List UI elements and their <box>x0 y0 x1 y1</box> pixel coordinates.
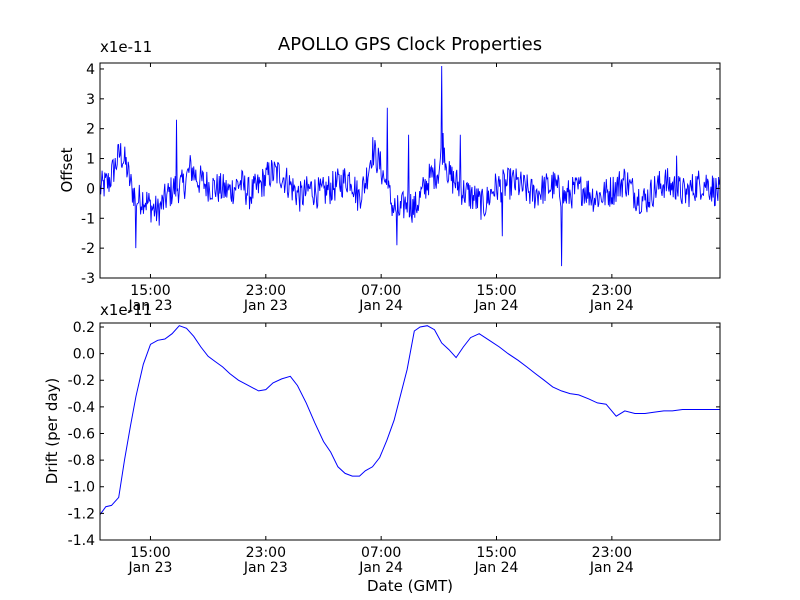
drift-ytick-label: -1.4 <box>68 533 95 549</box>
drift-y-axis-label: Drift (per day) <box>43 378 61 485</box>
offset-scale-label: x1e-11 <box>100 38 152 56</box>
drift-scale-label: x1e-11 <box>100 301 152 319</box>
offset-ytick-label: 4 <box>86 62 95 78</box>
offset-xtick-time-label: 07:00 <box>361 283 401 299</box>
offset-xtick-time-label: 23:00 <box>592 283 632 299</box>
offset-ytick-label: 1 <box>86 152 95 168</box>
offset-series-line <box>99 65 721 267</box>
drift-xtick-date-label: Jan 24 <box>589 560 634 576</box>
drift-xtick-time-label: 23:00 <box>592 545 632 561</box>
drift-xtick-date-label: Jan 23 <box>128 560 173 576</box>
chart-title: APOLLO GPS Clock Properties <box>278 34 542 55</box>
drift-plot-frame <box>99 322 721 541</box>
offset-xtick-date-label: Jan 24 <box>358 298 403 314</box>
drift-panel: -1.4-1.2-1.0-0.8-0.6-0.4-0.20.00.215:00J… <box>68 320 721 576</box>
offset-ytick-label: 3 <box>86 92 95 108</box>
offset-xtick-time-label: 15:00 <box>130 283 170 299</box>
drift-xtick-date-label: Jan 24 <box>358 560 403 576</box>
drift-ytick-label: 0.0 <box>73 347 95 363</box>
offset-ytick-label: 2 <box>86 122 95 138</box>
drift-xtick-time-label: 15:00 <box>130 545 170 561</box>
drift-xtick-time-label: 07:00 <box>361 545 401 561</box>
offset-ytick-label: -3 <box>81 271 95 287</box>
drift-ytick-label: 0.2 <box>73 320 95 336</box>
drift-series-line <box>99 325 720 515</box>
drift-ytick-label: -0.2 <box>68 373 95 389</box>
drift-xtick-time-label: 15:00 <box>476 545 516 561</box>
offset-xtick-date-label: Jan 24 <box>589 298 634 314</box>
drift-xtick-date-label: Jan 24 <box>474 560 519 576</box>
offset-ytick-label: -2 <box>81 241 95 257</box>
drift-ytick-label: -1.2 <box>68 506 95 522</box>
drift-ytick-label: -0.6 <box>68 426 95 442</box>
drift-xtick-date-label: Jan 23 <box>243 560 288 576</box>
offset-xtick-time-label: 15:00 <box>476 283 516 299</box>
offset-ytick-label: 0 <box>86 181 95 197</box>
drift-ytick-label: -1.0 <box>68 480 95 496</box>
offset-plot-frame <box>99 62 721 279</box>
offset-xtick-date-label: Jan 24 <box>474 298 519 314</box>
drift-ytick-label: -0.8 <box>68 453 95 469</box>
offset-y-axis-label: Offset <box>58 147 76 192</box>
offset-xtick-date-label: Jan 23 <box>243 298 288 314</box>
offset-xtick-time-label: 23:00 <box>246 283 286 299</box>
x-axis-label: Date (GMT) <box>367 577 453 595</box>
drift-ytick-label: -0.4 <box>68 400 95 416</box>
drift-xtick-time-label: 23:00 <box>246 545 286 561</box>
offset-xtick-date-label: Jan 23 <box>128 298 173 314</box>
offset-ytick-label: -1 <box>81 211 95 227</box>
